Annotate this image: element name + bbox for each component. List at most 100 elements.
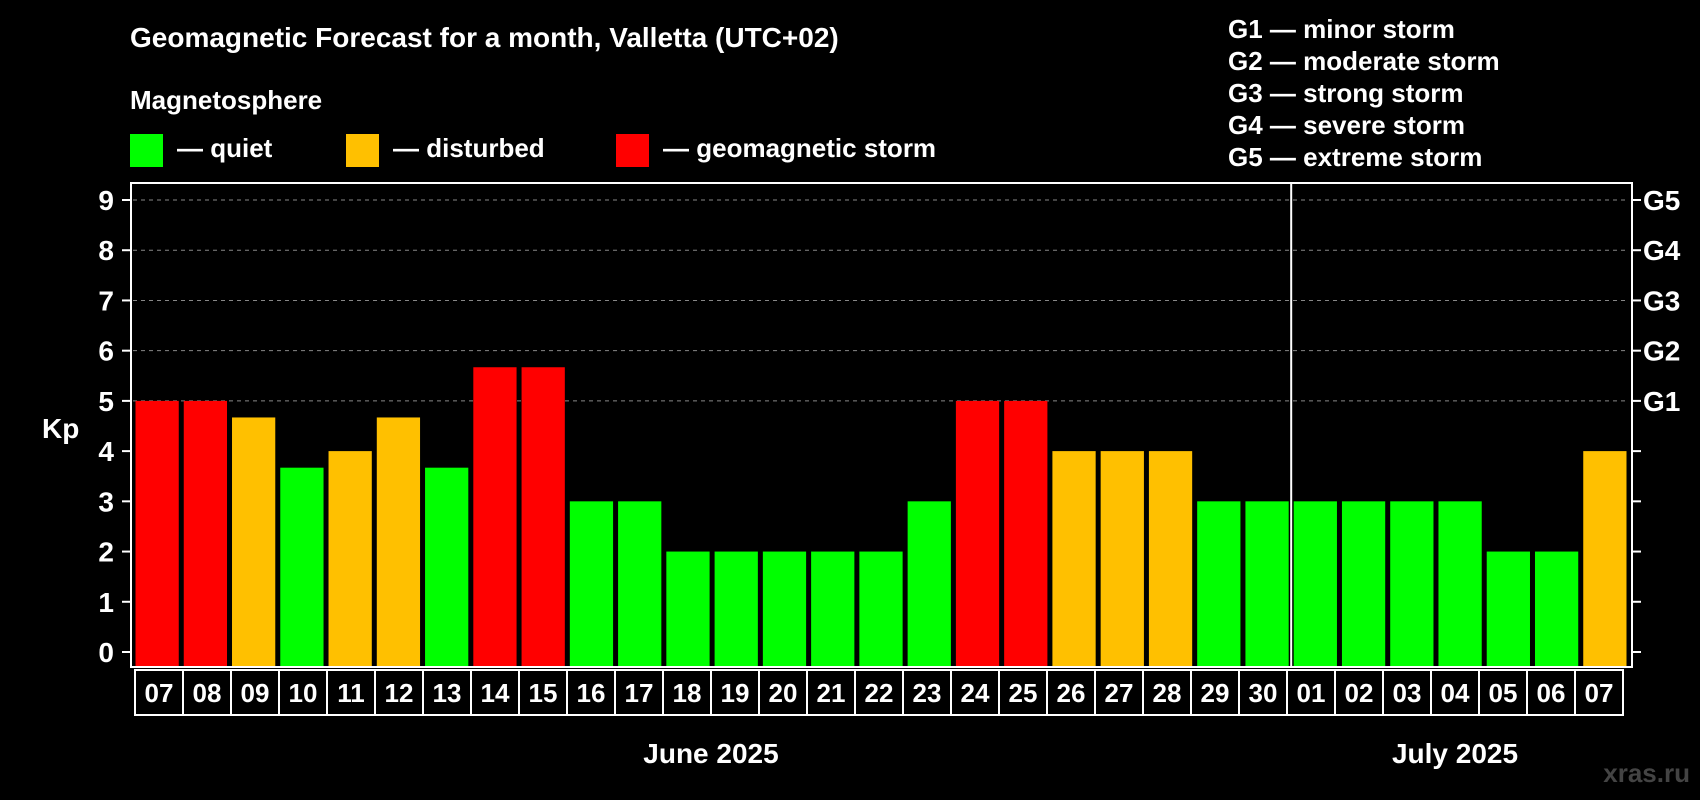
bar-9 bbox=[569, 501, 614, 668]
watermark: xras.ru bbox=[1603, 758, 1690, 788]
y-tick-label-3: 3 bbox=[98, 486, 114, 517]
bar-3 bbox=[280, 467, 324, 668]
x-tick-label-23: 30 bbox=[1249, 678, 1278, 708]
y-tick-label-2: 2 bbox=[98, 537, 114, 568]
month-labels: June 2025 July 2025 bbox=[643, 738, 1518, 769]
y-tick-label-5: 5 bbox=[98, 386, 114, 417]
bar-0 bbox=[135, 400, 179, 668]
x-tick-label-21: 28 bbox=[1153, 678, 1182, 708]
x-tick-label-7: 14 bbox=[481, 678, 510, 708]
storm-scale-item-2: G2 — moderate storm bbox=[1228, 46, 1500, 76]
x-tick-label-1: 08 bbox=[193, 678, 222, 708]
bar-14 bbox=[811, 551, 855, 668]
x-tick-label-22: 29 bbox=[1201, 678, 1230, 708]
right-tick-label-G3: G3 bbox=[1643, 285, 1680, 316]
bar-30 bbox=[1583, 451, 1627, 668]
x-tick-label-17: 24 bbox=[961, 678, 990, 708]
bar-4 bbox=[328, 451, 372, 668]
plot-frame bbox=[130, 182, 1633, 668]
storm-scale-item-5: G5 — extreme storm bbox=[1228, 142, 1482, 172]
x-tick-label-28: 05 bbox=[1489, 678, 1518, 708]
y-axis-label: Kp bbox=[42, 413, 79, 444]
bar-16 bbox=[907, 501, 951, 668]
bar-25 bbox=[1341, 501, 1386, 668]
bar-11 bbox=[666, 551, 710, 668]
bar-17 bbox=[955, 400, 1000, 668]
legend-label-1: — disturbed bbox=[393, 133, 545, 163]
x-tick-label-4: 11 bbox=[337, 678, 365, 708]
y-tick-label-0: 0 bbox=[98, 637, 114, 668]
y-axis-right: G1 G2 G3 G4 G5 bbox=[1632, 185, 1681, 653]
x-tick-label-19: 26 bbox=[1057, 678, 1086, 708]
bar-23 bbox=[1245, 501, 1289, 668]
x-tick-label-14: 21 bbox=[817, 678, 846, 708]
chart-title: Geomagnetic Forecast for a month, Vallet… bbox=[130, 22, 839, 53]
storm-scale-item-1: G1 — minor storm bbox=[1228, 14, 1455, 44]
right-tick-label-G1: G1 bbox=[1643, 386, 1680, 417]
x-tick-label-26: 03 bbox=[1393, 678, 1422, 708]
y-axis-left: 0 1 2 3 4 5 6 7 8 9 bbox=[98, 185, 131, 668]
bar-6 bbox=[425, 467, 469, 668]
y-tick-label-8: 8 bbox=[98, 235, 114, 266]
right-tick-label-G2: G2 bbox=[1643, 336, 1680, 367]
right-tick-label-G5: G5 bbox=[1643, 185, 1680, 216]
legend-label-0: — quiet bbox=[177, 133, 273, 163]
bar-10 bbox=[618, 501, 662, 668]
legend-swatch-0 bbox=[130, 134, 163, 167]
grid bbox=[133, 199, 1629, 402]
x-tick-label-11: 18 bbox=[673, 678, 702, 708]
x-tick-label-20: 27 bbox=[1105, 678, 1134, 708]
bar-15 bbox=[859, 551, 903, 668]
bar-29 bbox=[1534, 551, 1579, 668]
bar-28 bbox=[1486, 551, 1530, 668]
x-tick-label-6: 13 bbox=[433, 678, 462, 708]
y-tick-label-1: 1 bbox=[98, 587, 114, 618]
x-tick-label-18: 25 bbox=[1009, 678, 1038, 708]
x-tick-label-9: 16 bbox=[577, 678, 606, 708]
x-tick-label-29: 06 bbox=[1537, 678, 1566, 708]
x-tick-label-24: 01 bbox=[1297, 678, 1326, 708]
x-tick-label-27: 04 bbox=[1441, 678, 1470, 708]
month-label-1: July 2025 bbox=[1392, 738, 1518, 769]
x-tick-label-25: 02 bbox=[1345, 678, 1374, 708]
bar-18 bbox=[1004, 400, 1048, 668]
right-tick-label-G4: G4 bbox=[1643, 235, 1681, 266]
x-tick-label-8: 15 bbox=[529, 678, 558, 708]
bar-22 bbox=[1197, 501, 1241, 668]
bar-20 bbox=[1100, 451, 1144, 668]
bar-12 bbox=[714, 551, 758, 668]
x-tick-label-2: 09 bbox=[241, 678, 270, 708]
storm-scale-item-4: G4 — severe storm bbox=[1228, 110, 1465, 140]
bars bbox=[135, 183, 1627, 668]
storm-scale-item-3: G3 — strong storm bbox=[1228, 78, 1463, 108]
legend-swatch-1 bbox=[346, 134, 379, 167]
x-axis: 07 08 09 10 11 12 13 14 15 16 17 18 19 20 21 22 23 24 25 26… bbox=[134, 669, 1624, 716]
legend-label-2: — geomagnetic storm bbox=[663, 133, 936, 163]
x-tick-label-30: 07 bbox=[1585, 678, 1614, 708]
bar-27 bbox=[1438, 501, 1482, 668]
x-tick-label-10: 17 bbox=[625, 678, 654, 708]
bar-21 bbox=[1148, 451, 1193, 668]
x-tick-box-30 bbox=[1574, 669, 1624, 716]
legend: — quiet — disturbed — geomagnetic storm bbox=[130, 133, 936, 167]
bar-2 bbox=[232, 417, 276, 668]
bar-1 bbox=[183, 400, 228, 668]
y-tick-label-4: 4 bbox=[98, 436, 114, 467]
x-tick-label-0: 07 bbox=[145, 678, 174, 708]
month-label-0: June 2025 bbox=[643, 738, 778, 769]
x-tick-label-3: 10 bbox=[289, 678, 318, 708]
bar-19 bbox=[1052, 451, 1096, 668]
bar-26 bbox=[1390, 501, 1434, 668]
bar-24 bbox=[1293, 501, 1337, 668]
x-tick-label-12: 19 bbox=[721, 678, 750, 708]
x-tick-label-13: 20 bbox=[769, 678, 798, 708]
y-tick-label-6: 6 bbox=[98, 336, 114, 367]
legend-swatch-2 bbox=[616, 134, 649, 167]
legend-title: Magnetosphere bbox=[130, 85, 322, 115]
x-tick-label-15: 22 bbox=[865, 678, 894, 708]
bar-7 bbox=[473, 367, 517, 668]
y-tick-label-9: 9 bbox=[98, 185, 114, 216]
y-tick-label-7: 7 bbox=[98, 285, 114, 316]
